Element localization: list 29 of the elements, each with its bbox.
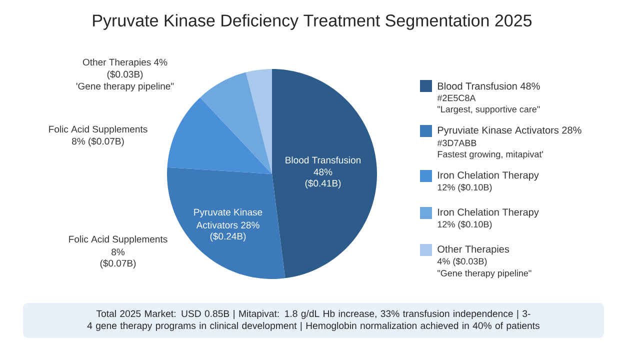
legend-label: Pyruviate Kinase Activators 28% <box>438 126 582 136</box>
text: 48% <box>314 168 332 176</box>
text: Pyruvate Kinase <box>194 208 262 218</box>
text: ($0.07B) <box>100 259 136 268</box>
text: ($0.03B) <box>107 70 143 80</box>
text: "Largest, supportive care" <box>438 106 540 114</box>
text: Folic Acid Supplements <box>69 236 168 244</box>
legend-label: Other Therapies <box>438 245 510 255</box>
text: 12% ($0.10B) <box>438 184 492 192</box>
text: Fastest growing, mitapivat' <box>438 150 543 160</box>
text: 12% ($0.10B) <box>438 220 492 230</box>
text: 'Gene therapy pipeline" <box>76 82 174 92</box>
text: #3D7ABB <box>437 140 476 146</box>
text: 8% <box>112 248 125 256</box>
legend-label: Iron Chelation Therapy <box>438 208 539 218</box>
text: "Gene therapy pipeline" <box>438 270 532 278</box>
text: Activators 28% <box>196 222 260 228</box>
text: 8% ($0.07B) <box>72 137 124 146</box>
text: ($0.41B) <box>305 179 341 188</box>
text: ($0.24B) <box>210 232 246 242</box>
text: Total 2025 Market: USD 0.85B | Mitapivat: 1.8 g/dL Hb increase, 33% transfusion independence | 3-4 gene therapy programs in clinical development | Hemoglobin normalization achieved in 40% of patients <box>87 310 540 331</box>
text: 4% ($0.03B) <box>437 258 487 266</box>
legend-label: Iron Chelation Therapy <box>438 171 539 181</box>
text: #2E5C8A <box>437 94 476 102</box>
text: Other Therapies 4% <box>82 58 168 68</box>
chart-title: Pyruvate Kinase Deficiency Treatment Segmentation 2025 <box>93 14 532 30</box>
legend-label: Blood Transfusion 48% <box>438 82 540 90</box>
text: Folic Acid Supplements <box>49 126 148 134</box>
text: Blood Transfusion <box>286 156 360 164</box>
